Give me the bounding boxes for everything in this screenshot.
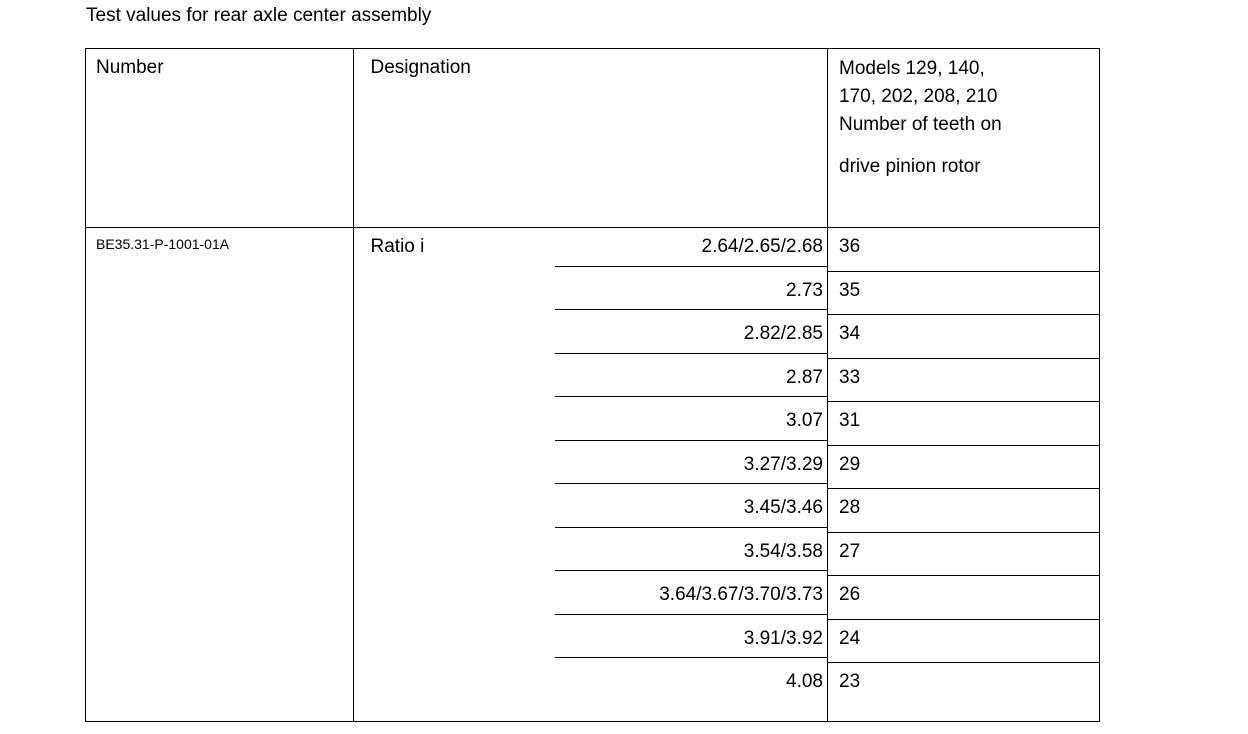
ratio-value: 2.64/2.65/2.68 [701,236,824,257]
ratio-value: 2.73 [786,279,823,301]
header-models-line-2: 170, 202, 208, 210 [839,86,998,107]
teeth-value: 27 [828,533,1099,576]
ratio-value: 4.08 [786,671,823,692]
header-models-line-1: Models 129, 140, [839,58,985,79]
teeth-value: 24 [828,620,1099,663]
header-models-line-4: drive pinion rotor [839,156,981,177]
ratio-row: 2.87 [354,359,828,403]
header-models-line-3: Number of teeth on [839,114,1002,135]
ratio-row: 3.07 [354,402,828,446]
ratio-value: 3.45/3.46 [743,497,823,518]
ratio-row: 2.73 [354,272,828,316]
ratio-row: 2.82/2.85 [354,315,828,359]
ratio-value: 3.91/3.92 [743,627,823,649]
header-designation: Designation [353,49,827,228]
column-number: Number BE35.31-P-1001-01A [86,49,354,721]
ratio-value: 3.27/3.29 [743,453,823,475]
teeth-value: 28 [828,489,1099,533]
ratio-row: 3.54/3.58 [354,533,828,577]
teeth-value: 36 [828,228,1099,272]
ratio-value: 2.87 [786,366,823,388]
number-value: BE35.31-P-1001-01A [96,236,230,252]
page-title: Test values for rear axle center assembl… [86,5,432,26]
teeth-value: 33 [828,359,1099,402]
header-models: Models 129, 140, 170, 202, 208, 210 Numb… [828,49,1099,228]
ratio-value: 3.54/3.58 [743,540,823,562]
test-values-table: Number BE35.31-P-1001-01A Designation Ra… [85,48,1100,722]
teeth-value: 23 [839,671,861,692]
teeth-value: 29 [828,446,1099,489]
ratio-value: 2.82/2.85 [743,323,823,344]
column-models: Models 129, 140, 170, 202, 208, 210 Numb… [828,49,1099,721]
teeth-value: 26 [828,576,1099,620]
teeth-value: 34 [828,315,1099,359]
teeth-value: 31 [828,402,1099,446]
ratio-row: 3.64/3.67/3.70/3.73 [354,576,828,620]
ratio-value: 3.64/3.67/3.70/3.73 [659,584,823,605]
designation-label: Ratio i [370,236,425,257]
ratio-value: 3.07 [786,410,823,431]
ratio-row: 3.27/3.29 [354,446,828,490]
ratio-row: 3.91/3.92 [354,620,828,664]
teeth-value: 35 [828,272,1099,315]
column-designation: Designation Ratio i 2.64/2.65/2.68 2.73 … [353,49,828,721]
ratio-row: 3.45/3.46 [354,489,828,533]
header-number: Number [86,49,353,228]
ratio-row: 4.08 [354,663,828,707]
ratio-row: Ratio i 2.64/2.65/2.68 [354,228,828,272]
